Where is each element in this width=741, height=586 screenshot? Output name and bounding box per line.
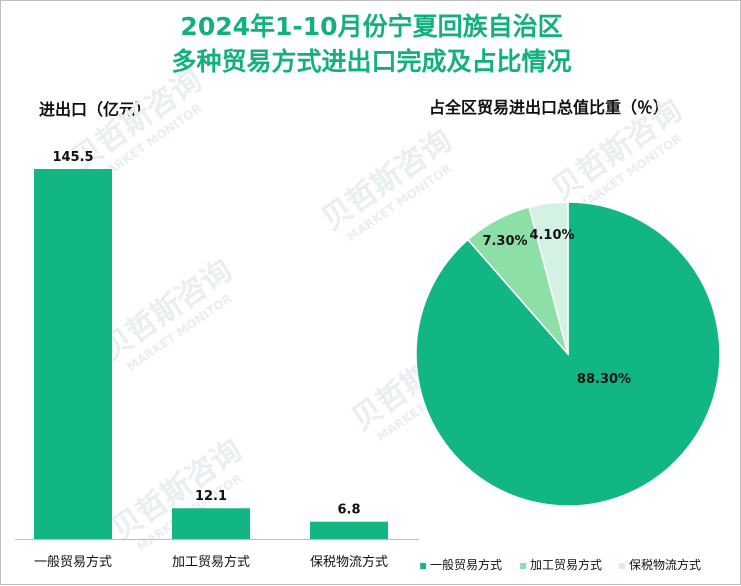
bar-chart-subtitle: 进出口（亿元） — [39, 100, 152, 119]
category-label: 一般贸易方式 — [34, 554, 112, 570]
pie-value-label: 7.30% — [482, 234, 527, 249]
pie-legend: ▪ 一般贸易方式 ▪ 加工贸易方式 ▪ 保税物流方式 — [419, 557, 701, 572]
bar — [172, 508, 250, 539]
category-label: 加工贸易方式 — [172, 554, 250, 570]
legend-label: 保税物流方式 — [629, 557, 701, 572]
legend-marker: ▪ — [519, 558, 527, 572]
category-label: 保税物流方式 — [310, 554, 388, 570]
bar — [310, 521, 388, 539]
legend-marker: ▪ — [419, 558, 427, 572]
legend-label: 加工贸易方式 — [530, 557, 602, 572]
bar-value-label: 12.1 — [195, 489, 227, 504]
bar-value-label: 145.5 — [52, 150, 93, 165]
legend-marker: ▪ — [618, 558, 626, 572]
pie-value-label: 4.10% — [529, 228, 574, 243]
bar-chart: 145.5 一般贸易方式 12.1 加工贸易方式 6.8 保税物流方式 — [15, 150, 419, 570]
legend-label: 一般贸易方式 — [430, 557, 502, 572]
pie-chart-subtitle: 占全区贸易进出口总值比重（％） — [429, 98, 670, 117]
pie-slice — [528, 201, 569, 355]
chart-title-line2: 多种贸易方式进出口完成及占比情况 — [171, 47, 572, 76]
bar-value-label: 6.8 — [337, 503, 360, 518]
pie-value-label: 88.30% — [577, 372, 631, 387]
bar — [34, 169, 112, 539]
chart-title-line1: 2024年1-10月份宁夏回族自治区 — [180, 12, 563, 41]
pie-chart: 88.30% 7.30% 4.10% — [415, 201, 721, 507]
